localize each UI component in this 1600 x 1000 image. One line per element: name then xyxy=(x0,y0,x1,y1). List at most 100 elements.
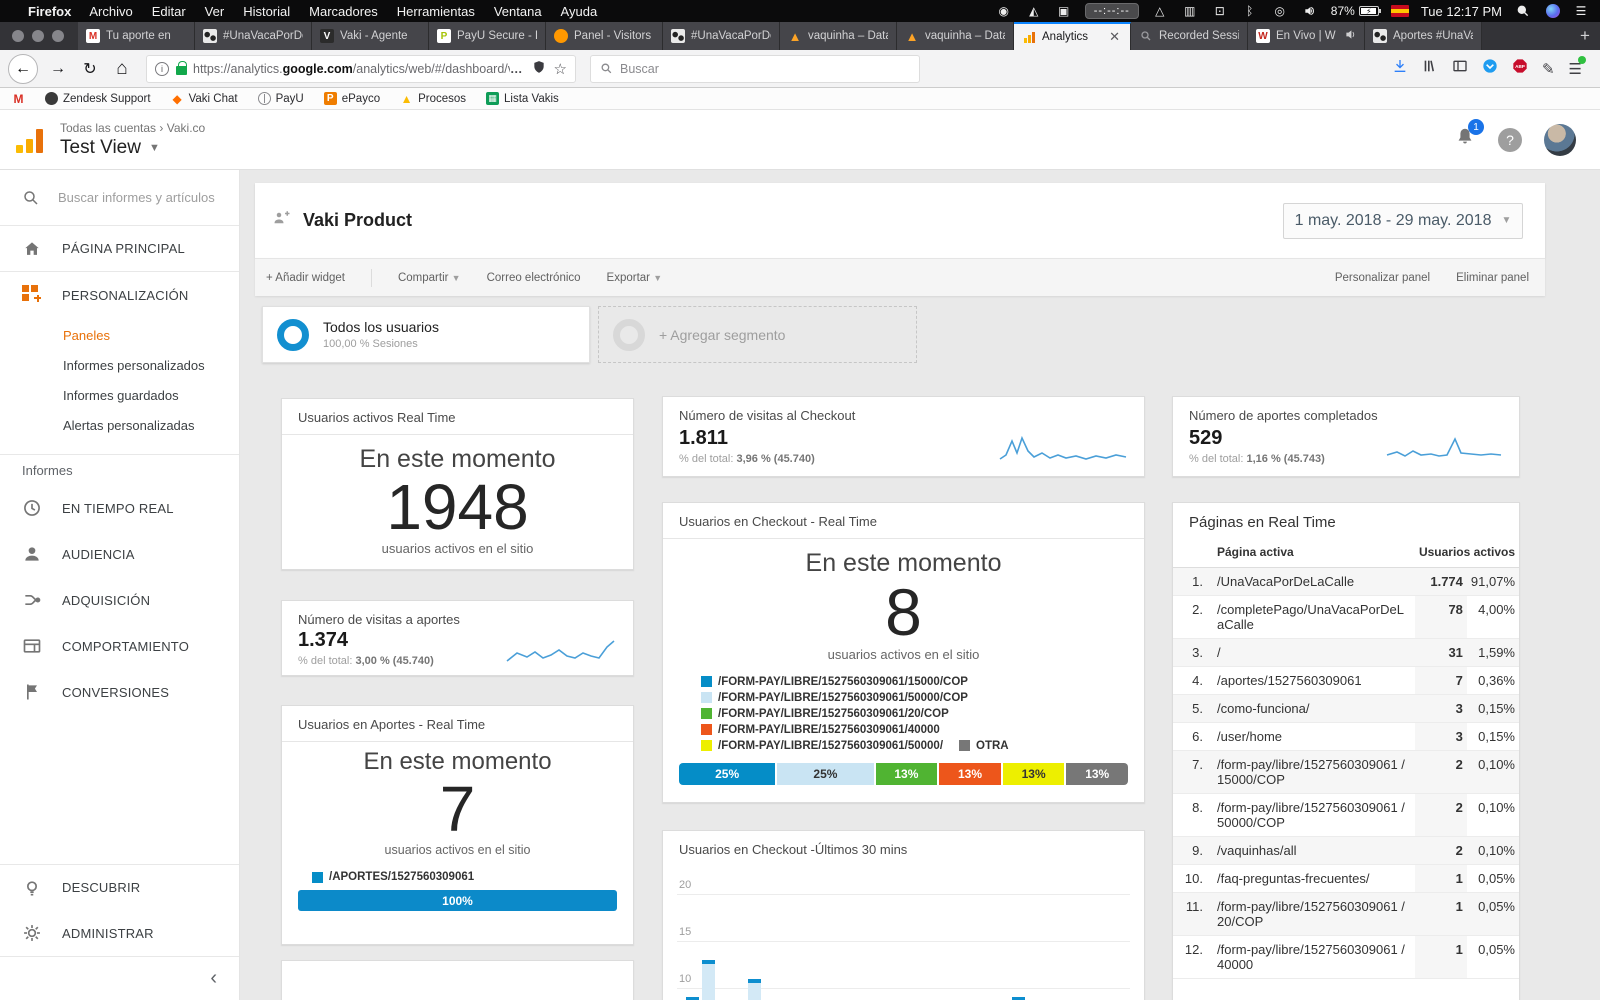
widget-visits-checkout[interactable]: Número de visitas al Checkout 1.811 % de… xyxy=(662,396,1145,477)
app-menu-firefox[interactable]: Firefox xyxy=(28,3,72,19)
screenshot-tool-icon[interactable]: ✎ xyxy=(1541,60,1555,78)
analytics-logo[interactable] xyxy=(16,127,46,153)
sidebar-item-admin[interactable]: ADMINISTRAR xyxy=(0,910,239,956)
browser-tab[interactable]: Aportes #UnaVa xyxy=(1365,22,1482,50)
table-row[interactable]: 7./form-pay/libre/1527560309061 /15000/C… xyxy=(1173,750,1519,794)
bluetooth-icon[interactable]: ᛒ xyxy=(1246,4,1254,18)
widget-active-users-realtime[interactable]: Usuarios activos Real Time En este momen… xyxy=(281,398,634,570)
volume-icon[interactable] xyxy=(1301,3,1319,19)
bookmark-star-icon[interactable]: ☆ xyxy=(553,60,567,78)
export-button[interactable]: Exportar ▼ xyxy=(606,271,663,284)
table-row[interactable]: 10./faq-preguntas-frecuentes/1 0,05% xyxy=(1173,864,1519,893)
browser-tab[interactable]: Panel - Visitors xyxy=(546,22,663,50)
tab-close-button[interactable]: ✕ xyxy=(1109,29,1120,44)
table-row[interactable]: 9./vaquinhas/all 2 0,10% xyxy=(1173,836,1519,865)
bookmark-procesos[interactable]: ▲ Procesos xyxy=(400,92,466,106)
sidebar-item-informes-personalizados[interactable]: Informes personalizados xyxy=(63,357,205,373)
breadcrumb[interactable]: Todas las cuentas › Vaki.co xyxy=(60,120,206,135)
swirl-icon[interactable]: ◎ xyxy=(1274,4,1286,18)
table-row[interactable]: 3./31 1,59% xyxy=(1173,638,1519,667)
menu-editar[interactable]: Editar xyxy=(151,3,186,19)
notification-center-icon[interactable]: ☰ xyxy=(1575,4,1587,18)
sidebar-item-paneles[interactable]: Paneles xyxy=(63,327,110,343)
sidebar-item-informes-guardados[interactable]: Informes guardados xyxy=(63,387,179,403)
sidebar-item-audiencia[interactable]: AUDIENCIA xyxy=(0,531,239,577)
window-zoom-button[interactable] xyxy=(52,30,64,42)
table-row[interactable]: 5./como-funciona/3 0,15% xyxy=(1173,694,1519,723)
sidebar-item-customization[interactable]: PERSONALIZACIÓN xyxy=(0,272,239,318)
email-button[interactable]: Correo electrónico xyxy=(486,271,581,284)
add-widget-button[interactable]: + Añadir widget xyxy=(266,271,345,284)
siri-icon[interactable] xyxy=(1546,4,1560,18)
keyboard-flag-icon[interactable] xyxy=(1390,5,1409,17)
menu-ventana[interactable]: Ventana xyxy=(493,3,542,19)
sidebar-item-alertas-personalizadas[interactable]: Alertas personalizadas xyxy=(63,417,195,433)
search-bar[interactable]: Buscar xyxy=(590,54,920,83)
display-icon[interactable]: ⊡ xyxy=(1214,4,1225,18)
browser-tab-active[interactable]: Analytics ✕ xyxy=(1014,22,1131,50)
table-row[interactable]: 12./form-pay/libre/1527560309061 /40000 1… xyxy=(1173,935,1519,979)
widget-checkout-realtime[interactable]: Usuarios en Checkout - Real Time En este… xyxy=(662,502,1145,803)
menu-ver[interactable]: Ver xyxy=(204,3,225,19)
widget-pages-realtime[interactable]: Páginas en Real Time Página activa Usuar… xyxy=(1172,502,1520,1000)
deck-icon[interactable]: ▣ xyxy=(1058,4,1070,18)
widget-partial[interactable] xyxy=(281,960,634,1000)
flask-icon[interactable]: △ xyxy=(1155,4,1165,18)
segment-all-users[interactable]: Todos los usuarios 100,00 % Sesiones xyxy=(262,306,590,363)
widget-checkout-30min[interactable]: Usuarios en Checkout -Últimos 30 mins 20… xyxy=(662,830,1145,1000)
menu-archivo[interactable]: Archivo xyxy=(89,3,133,19)
browser-tab[interactable]: #UnaVacaPorDe xyxy=(663,22,780,50)
menu-historial[interactable]: Historial xyxy=(243,3,291,19)
table-row[interactable]: 6./user/home 3 0,15% xyxy=(1173,722,1519,751)
date-range-selector[interactable]: 1 may. 2018 - 29 may. 2018 ▼ xyxy=(1283,202,1523,239)
bookmark-gmail[interactable]: M xyxy=(12,92,25,106)
table-row[interactable]: 2./completePago/UnaVacaPorDeLaCalle 78 4,0… xyxy=(1173,595,1519,639)
page-info-icon[interactable]: i xyxy=(155,61,169,76)
url-bar[interactable]: i https://analytics.google.com/analytics… xyxy=(146,54,576,83)
help-button[interactable]: ? xyxy=(1498,127,1522,152)
feather-icon[interactable]: ◭ xyxy=(1029,4,1039,18)
page-actions-icon[interactable]: … xyxy=(510,61,524,76)
menu-herramientas[interactable]: Herramientas xyxy=(396,3,475,19)
bookmark-lista-vakis[interactable]: ▦ Lista Vakis xyxy=(486,92,559,105)
widget-aportes-realtime[interactable]: Usuarios en Aportes - Real Time En este … xyxy=(281,705,634,945)
back-button[interactable]: ← xyxy=(8,53,38,84)
avatar[interactable] xyxy=(1544,123,1576,156)
adblock-icon[interactable]: ABP xyxy=(1512,58,1528,79)
table-row[interactable]: 11./form-pay/libre/1527560309061 /20/COP… xyxy=(1173,892,1519,936)
sidebar-item-home[interactable]: PÁGINA PRINCIPAL xyxy=(0,226,239,272)
col-header-page[interactable]: Página activa xyxy=(1207,537,1415,568)
notifications-button[interactable]: 1 xyxy=(1454,119,1484,153)
table-row[interactable]: 4./aportes/1527560309061 7 0,36% xyxy=(1173,666,1519,695)
tab-audio-icon[interactable] xyxy=(1345,29,1356,43)
reload-button[interactable]: ↻ xyxy=(83,60,97,78)
shield-save-icon[interactable] xyxy=(532,60,546,77)
share-button[interactable]: Compartir ▼ xyxy=(397,271,461,284)
customize-dashboard-button[interactable]: Personalizar panel xyxy=(1334,271,1431,284)
browser-tab[interactable]: #UnaVacaPorDe xyxy=(195,22,312,50)
sidebar-item-comportamiento[interactable]: COMPORTAMIENTO xyxy=(0,623,239,669)
menubar-clock[interactable]: Tue 12:17 PM xyxy=(1420,3,1502,19)
menu-ayuda[interactable]: Ayuda xyxy=(560,3,598,19)
browser-tab[interactable]: M Tu aporte en xyxy=(78,22,195,50)
new-tab-button[interactable]: + xyxy=(1580,26,1590,45)
sidebar-item-discover[interactable]: DESCUBRIR xyxy=(0,864,239,910)
add-segment-button[interactable]: + Agregar segmento xyxy=(598,306,917,363)
spotlight-search-icon[interactable] xyxy=(1514,3,1532,19)
browser-tab[interactable]: ▲ vaquinha – Data xyxy=(780,22,897,50)
sidebar-toggle-icon[interactable] xyxy=(1452,58,1468,79)
timer-status[interactable]: --:--:-- xyxy=(1084,3,1139,19)
url-text[interactable]: https://analytics.google.com/analytics/w… xyxy=(193,61,510,76)
sidebar-item-adquisición[interactable]: ADQUISICIÓN xyxy=(0,577,239,623)
bookmark-payu[interactable]: PayU xyxy=(257,92,304,105)
library-icon[interactable] xyxy=(1422,58,1438,79)
window-close-button[interactable] xyxy=(12,30,24,42)
col-header-users[interactable]: Usuarios activos xyxy=(1414,537,1519,568)
browser-tab[interactable]: V Vaki - Agente xyxy=(312,22,429,50)
browser-tab[interactable]: P PayU Secure - Repo xyxy=(429,22,546,50)
record-icon[interactable]: ◉ xyxy=(998,4,1009,18)
browser-tab[interactable]: Recorded Sessi xyxy=(1131,22,1248,50)
view-selector[interactable]: Test View ▼ xyxy=(60,136,160,158)
widget-aportes-completados[interactable]: Número de aportes completados 529 % del … xyxy=(1172,396,1520,477)
